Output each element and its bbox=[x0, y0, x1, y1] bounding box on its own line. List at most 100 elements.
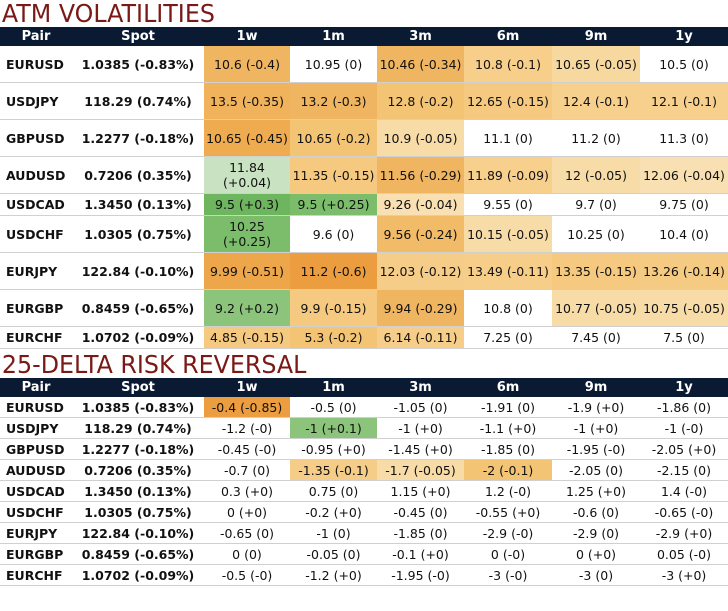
value-cell-6m: -2.9 (-0) bbox=[464, 522, 552, 544]
value-cell-6m: -0.55 (+0) bbox=[464, 501, 552, 523]
value-cell-3m: 10.9 (-0.05) bbox=[377, 119, 464, 157]
value-cell-1m: -1.2 (+0) bbox=[290, 564, 377, 586]
value-cell-1y: 1.4 (-0) bbox=[640, 480, 728, 502]
value-cell-1w: -0.4 (-0.85) bbox=[204, 397, 290, 418]
column-header-pair: Pair bbox=[0, 27, 72, 46]
table-row: EURCHF 1.0702 (-0.09%) -0.5 (-0) -1.2 (+0) -… bbox=[0, 564, 728, 586]
pair-cell: USDJPY bbox=[0, 82, 72, 120]
value-cell-9m: -1 (+0) bbox=[552, 417, 640, 439]
value-cell-1w: 0 (0) bbox=[204, 543, 290, 565]
value-cell-1y: 11.3 (0) bbox=[640, 119, 728, 157]
column-header-1w: 1w bbox=[204, 27, 290, 46]
value-cell-1y: 13.26 (-0.14) bbox=[640, 252, 728, 290]
value-cell-1m: -1 (0) bbox=[290, 522, 377, 544]
value-cell-9m: 9.7 (0) bbox=[552, 193, 640, 216]
table-row: GBPUSD 1.2277 (-0.18%) -0.45 (-0) -0.95 (+0… bbox=[0, 438, 728, 460]
value-cell-9m: -0.6 (0) bbox=[552, 501, 640, 523]
column-header-9m: 9m bbox=[552, 378, 640, 397]
value-cell-1y: 12.1 (-0.1) bbox=[640, 82, 728, 120]
value-cell-6m: -1.91 (0) bbox=[464, 397, 552, 418]
table-row: USDJPY 118.29 (0.74%) 13.5 (-0.35) 13.2 (-0… bbox=[0, 82, 728, 120]
pair-cell: USDCHF bbox=[0, 215, 72, 253]
pair-cell: EURCHF bbox=[0, 326, 72, 349]
column-header-3m: 3m bbox=[377, 27, 464, 46]
pair-cell: AUDUSD bbox=[0, 156, 72, 194]
spot-cell: 1.2277 (-0.18%) bbox=[72, 119, 204, 157]
pair-cell: GBPUSD bbox=[0, 438, 72, 460]
value-cell-6m: -2 (-0.1) bbox=[464, 459, 552, 481]
rr-header-row: Pair Spot 1w 1m 3m 6m 9m 1y bbox=[0, 378, 728, 397]
pair-cell: USDCHF bbox=[0, 501, 72, 523]
value-cell-1w: 0 (+0) bbox=[204, 501, 290, 523]
value-cell-9m: -1.95 (-0) bbox=[552, 438, 640, 460]
risk-reversal-title: 25-DELTA RISK REVERSAL bbox=[1, 350, 307, 379]
value-cell-1m: -1.35 (-0.1) bbox=[290, 459, 377, 481]
value-cell-6m: 10.8 (-0.1) bbox=[464, 46, 552, 83]
value-cell-9m: 12.4 (-0.1) bbox=[552, 82, 640, 120]
column-header-1w: 1w bbox=[204, 378, 290, 397]
value-cell-3m: 12.8 (-0.2) bbox=[377, 82, 464, 120]
value-cell-3m: -1.05 (0) bbox=[377, 397, 464, 418]
value-cell-1m: 11.35 (-0.15) bbox=[290, 156, 377, 194]
value-cell-1m: 10.95 (0) bbox=[290, 46, 377, 83]
column-header-1y: 1y bbox=[640, 27, 728, 46]
value-cell-1w: -0.65 (0) bbox=[204, 522, 290, 544]
column-header-9m: 9m bbox=[552, 27, 640, 46]
value-cell-3m: -1.85 (0) bbox=[377, 522, 464, 544]
value-cell-1w: 9.5 (+0.3) bbox=[204, 193, 290, 216]
value-cell-3m: 1.15 (+0) bbox=[377, 480, 464, 502]
value-cell-9m: 11.2 (0) bbox=[552, 119, 640, 157]
table-row: EURUSD 1.0385 (-0.83%) 10.6 (-0.4) 10.95 (0… bbox=[0, 46, 728, 83]
value-cell-1y: -0.65 (-0) bbox=[640, 501, 728, 523]
value-cell-1m: 13.2 (-0.3) bbox=[290, 82, 377, 120]
value-cell-1y: 10.4 (0) bbox=[640, 215, 728, 253]
pair-cell: USDCAD bbox=[0, 193, 72, 216]
value-cell-1m: 9.9 (-0.15) bbox=[290, 289, 377, 327]
table-row: USDCHF 1.0305 (0.75%) 10.25 (+0.25) 9.6 (0)… bbox=[0, 215, 728, 253]
value-cell-1m: -0.05 (0) bbox=[290, 543, 377, 565]
value-cell-3m: -1.95 (-0) bbox=[377, 564, 464, 586]
value-cell-6m: 13.49 (-0.11) bbox=[464, 252, 552, 290]
table-row: USDCHF 1.0305 (0.75%) 0 (+0) -0.2 (+0) -0.45… bbox=[0, 501, 728, 523]
value-cell-1w: 4.85 (-0.15) bbox=[204, 326, 290, 349]
pair-cell: EURGBP bbox=[0, 543, 72, 565]
value-cell-1m: 9.5 (+0.25) bbox=[290, 193, 377, 216]
pair-cell: EURGBP bbox=[0, 289, 72, 327]
value-cell-1w: 9.2 (+0.2) bbox=[204, 289, 290, 327]
pair-cell: EURJPY bbox=[0, 522, 72, 544]
value-cell-3m: -0.1 (+0) bbox=[377, 543, 464, 565]
value-cell-1y: -1.86 (0) bbox=[640, 397, 728, 418]
value-cell-6m: 0 (-0) bbox=[464, 543, 552, 565]
value-cell-1w: -0.7 (0) bbox=[204, 459, 290, 481]
value-cell-1m: -0.95 (+0) bbox=[290, 438, 377, 460]
spot-cell: 0.7206 (0.35%) bbox=[72, 156, 204, 194]
value-cell-1y: -2.9 (+0) bbox=[640, 522, 728, 544]
column-header-spot: Spot bbox=[72, 378, 204, 397]
column-header-1m: 1m bbox=[290, 378, 377, 397]
column-header-spot: Spot bbox=[72, 27, 204, 46]
value-cell-1w: -0.5 (-0) bbox=[204, 564, 290, 586]
value-cell-1w: 13.5 (-0.35) bbox=[204, 82, 290, 120]
spot-cell: 122.84 (-0.10%) bbox=[72, 252, 204, 290]
spot-cell: 1.2277 (-0.18%) bbox=[72, 438, 204, 460]
value-cell-1m: -0.5 (0) bbox=[290, 397, 377, 418]
value-cell-9m: -3 (0) bbox=[552, 564, 640, 586]
value-cell-6m: 9.55 (0) bbox=[464, 193, 552, 216]
value-cell-3m: 12.03 (-0.12) bbox=[377, 252, 464, 290]
spot-cell: 0.8459 (-0.65%) bbox=[72, 289, 204, 327]
spot-cell: 1.0385 (-0.83%) bbox=[72, 46, 204, 83]
value-cell-9m: 10.65 (-0.05) bbox=[552, 46, 640, 83]
atm-volatilities-section: ATM VOLATILITIES Pair Spot 1w 1m 3m 6m 9m 1y EU… bbox=[0, 0, 728, 349]
value-cell-1w: 10.6 (-0.4) bbox=[204, 46, 290, 83]
atm-header-row: Pair Spot 1w 1m 3m 6m 9m 1y bbox=[0, 27, 728, 46]
pair-cell: EURUSD bbox=[0, 46, 72, 83]
table-row: AUDUSD 0.7206 (0.35%) 11.84 (+0.04) 11.35 (… bbox=[0, 156, 728, 194]
value-cell-1y: 9.75 (0) bbox=[640, 193, 728, 216]
table-row: EURGBP 0.8459 (-0.65%) 0 (0) -0.05 (0) -0.1 … bbox=[0, 543, 728, 565]
table-row: USDCAD 1.3450 (0.13%) 9.5 (+0.3) 9.5 (+0.25… bbox=[0, 193, 728, 216]
value-cell-1y: 10.5 (0) bbox=[640, 46, 728, 83]
value-cell-3m: -0.45 (0) bbox=[377, 501, 464, 523]
value-cell-3m: 11.56 (-0.29) bbox=[377, 156, 464, 194]
spot-cell: 118.29 (0.74%) bbox=[72, 417, 204, 439]
value-cell-1m: -0.2 (+0) bbox=[290, 501, 377, 523]
